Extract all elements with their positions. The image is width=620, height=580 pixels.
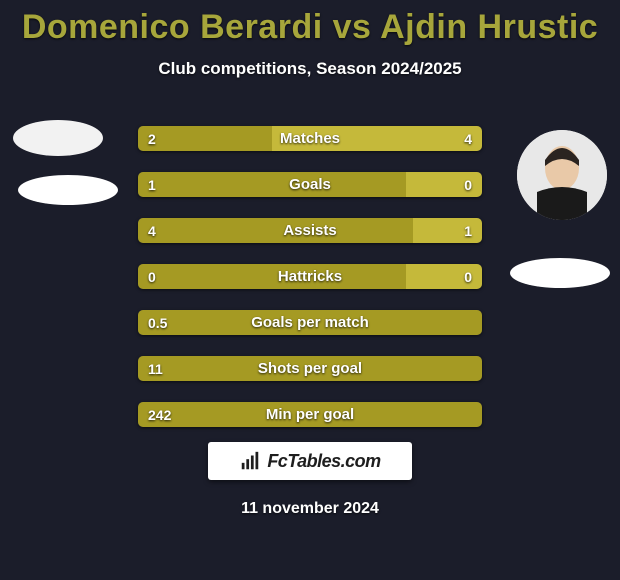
- player-a-segment: [138, 356, 482, 381]
- player-a-value: 0.5: [138, 310, 177, 335]
- brand-badge: FcTables.com: [208, 442, 412, 480]
- player-a-flag: [18, 175, 118, 205]
- player-a-segment: [138, 310, 482, 335]
- player-a-segment: [138, 402, 482, 427]
- player-b-value: 4: [454, 126, 482, 151]
- comparison-bars: 24Matches10Goals41Assists00Hattricks0.5G…: [138, 126, 482, 448]
- player-a-value: 2: [138, 126, 166, 151]
- player-a-avatar: [13, 120, 103, 156]
- player-b-value: 0: [454, 264, 482, 289]
- stat-row: 11Shots per goal: [138, 356, 482, 381]
- date-label: 11 november 2024: [0, 500, 620, 518]
- stat-row: 0.5Goals per match: [138, 310, 482, 335]
- brand-text: FcTables.com: [267, 451, 380, 472]
- player-a-value: 242: [138, 402, 181, 427]
- stat-row: 24Matches: [138, 126, 482, 151]
- player-b-value: 0: [454, 172, 482, 197]
- stat-row: 242Min per goal: [138, 402, 482, 427]
- player-a-value: 4: [138, 218, 166, 243]
- player-a-segment: [138, 172, 406, 197]
- subtitle: Club competitions, Season 2024/2025: [0, 59, 620, 79]
- player-a-value: 0: [138, 264, 166, 289]
- player-a-segment: [138, 218, 413, 243]
- page-title: Domenico Berardi vs Ajdin Hrustic: [0, 0, 620, 47]
- player-a-value: 1: [138, 172, 166, 197]
- stat-row: 00Hattricks: [138, 264, 482, 289]
- player-b-segment: [272, 126, 482, 151]
- stat-row: 41Assists: [138, 218, 482, 243]
- player-a-segment: [138, 264, 406, 289]
- player-b-value: 1: [454, 218, 482, 243]
- chart-icon: [239, 450, 261, 472]
- player-a-value: 11: [138, 356, 173, 381]
- player-b-avatar: [517, 130, 607, 220]
- player-b-flag: [510, 258, 610, 288]
- stat-row: 10Goals: [138, 172, 482, 197]
